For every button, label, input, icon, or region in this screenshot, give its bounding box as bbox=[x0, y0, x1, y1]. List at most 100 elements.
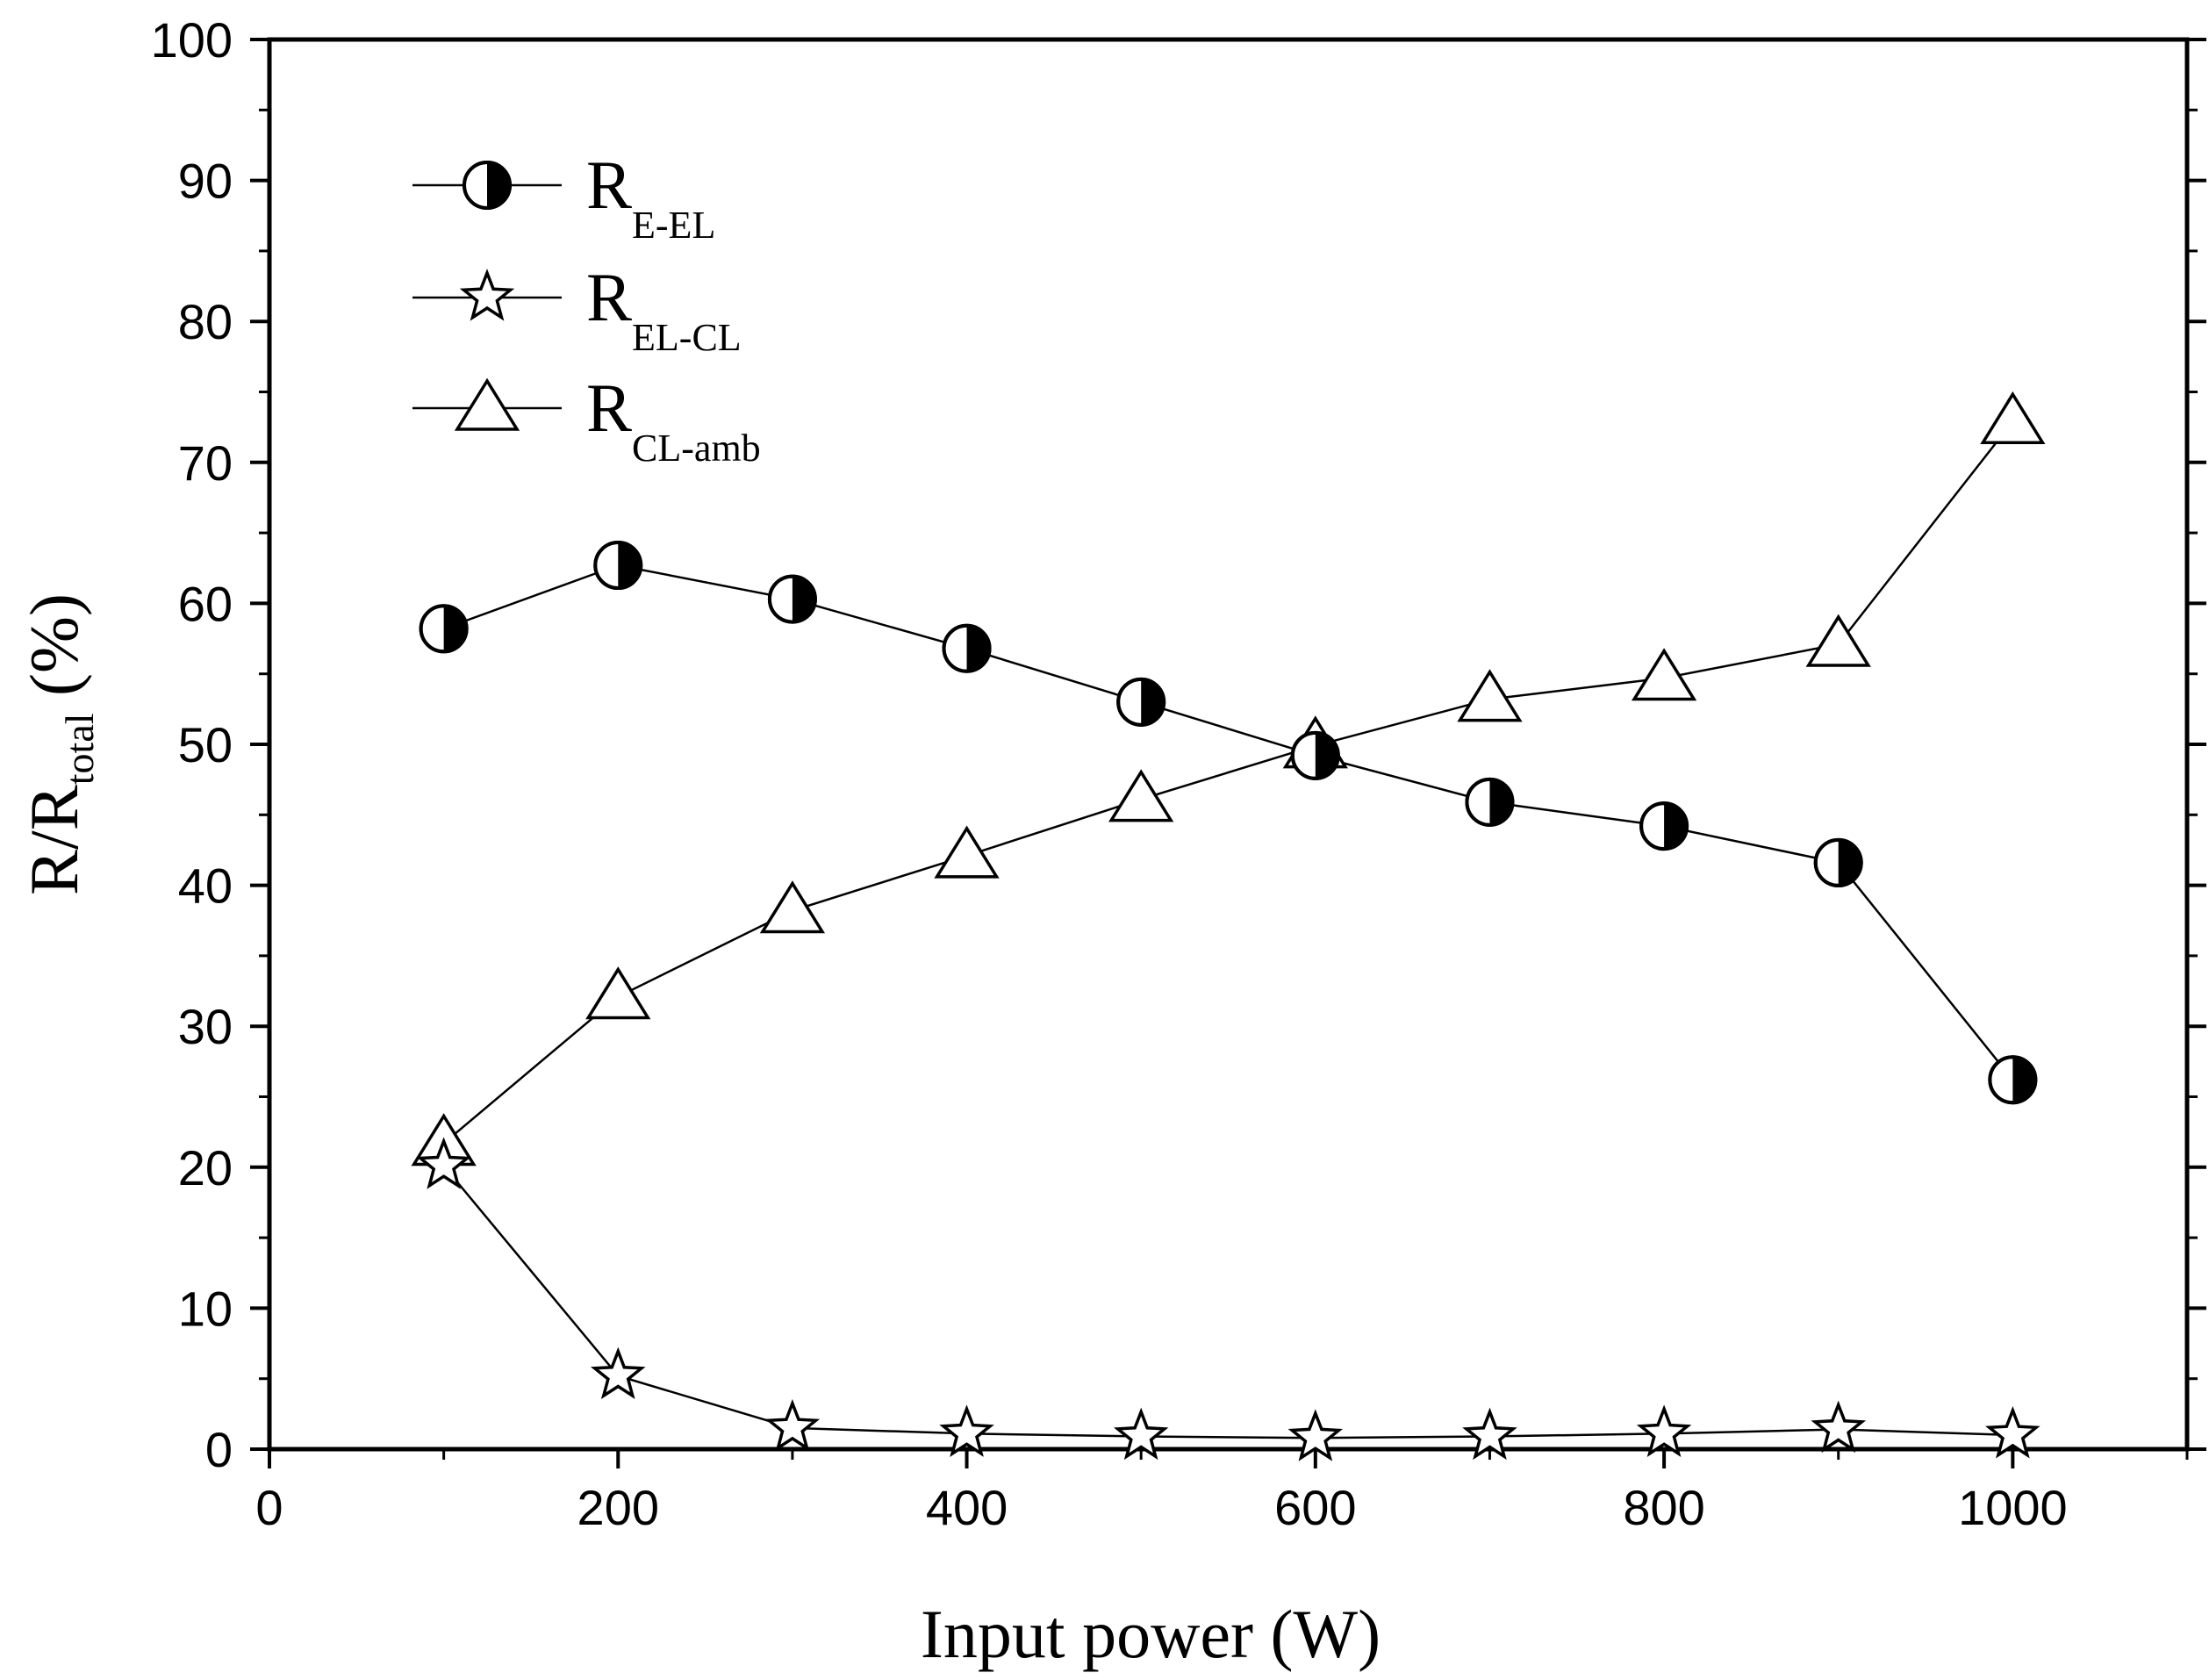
data-point-R_E-EL bbox=[1988, 1055, 2038, 1105]
marker-outline bbox=[1988, 1055, 2038, 1105]
marker-star bbox=[590, 1346, 646, 1400]
y-axis-title-subscript: total bbox=[57, 713, 102, 785]
x-tick-label: 800 bbox=[1623, 1480, 1704, 1535]
y-tick-label: 50 bbox=[178, 717, 233, 772]
data-point-R_EL-CL bbox=[764, 1399, 821, 1452]
marker-outline bbox=[1465, 777, 1515, 827]
marker-half-fill bbox=[1141, 678, 1165, 725]
marker-half-fill bbox=[792, 576, 815, 622]
data-point-R_CL-amb bbox=[1980, 391, 2046, 444]
plot-frame bbox=[267, 37, 2190, 1452]
marker-star bbox=[1114, 1407, 1169, 1461]
marker-half-fill bbox=[966, 625, 990, 671]
y-axis-title: R/Rtotal (%) bbox=[16, 593, 102, 895]
marker-outline bbox=[463, 161, 512, 210]
marker-triangle bbox=[934, 825, 1000, 879]
data-point-R_E-EL bbox=[1290, 730, 1340, 780]
data-point-R_E-EL bbox=[1813, 837, 1863, 887]
legend-label-R_EL-CL: REL-CL bbox=[586, 259, 742, 359]
legend-marker-R_E-EL bbox=[463, 161, 512, 210]
y-tick-label: 80 bbox=[178, 294, 233, 349]
data-point-R_E-EL bbox=[419, 604, 469, 654]
data-point-R_CL-amb bbox=[1631, 648, 1697, 701]
y-axis-title-suffix: (%) bbox=[16, 593, 92, 713]
y-tick-label: 100 bbox=[151, 12, 233, 68]
data-point-R_EL-CL bbox=[590, 1346, 646, 1400]
marker-outline bbox=[1813, 837, 1863, 887]
data-point-R_CL-amb bbox=[1457, 669, 1523, 722]
x-tick-label: 0 bbox=[255, 1480, 283, 1535]
y-tick-label: 40 bbox=[178, 858, 233, 914]
y-tick-label: 90 bbox=[178, 154, 233, 209]
legend-label-main: R bbox=[586, 147, 632, 223]
marker-star bbox=[939, 1404, 994, 1457]
data-point-R_EL-CL bbox=[1811, 1400, 1867, 1454]
data-point-R_EL-CL bbox=[416, 1137, 471, 1189]
series-line-R_CL-amb bbox=[442, 420, 2014, 1145]
data-point-R_EL-CL bbox=[939, 1404, 994, 1457]
data-point-R_E-EL bbox=[1465, 777, 1515, 827]
marker-half-fill bbox=[1315, 732, 1338, 779]
legend-label-sub: CL-amb bbox=[632, 427, 761, 470]
legend-label-R_E-EL: RE-EL bbox=[586, 147, 715, 247]
series-layer bbox=[411, 391, 2046, 1461]
marker-triangle bbox=[759, 880, 826, 934]
data-point-R_CL-amb bbox=[759, 880, 826, 934]
data-point-R_EL-CL bbox=[1462, 1407, 1517, 1461]
marker-outline bbox=[419, 604, 469, 654]
y-tick-label: 70 bbox=[178, 435, 233, 491]
marker-triangle bbox=[1631, 648, 1697, 701]
data-point-R_E-EL bbox=[593, 541, 643, 591]
data-point-R_E-EL bbox=[1639, 801, 1689, 851]
marker-star bbox=[1287, 1409, 1343, 1461]
y-axis-ticks: 0 10 20 30 40 50 60 70 80 90 100 bbox=[151, 12, 2206, 1477]
marker-triangle bbox=[1108, 769, 1174, 822]
data-point-R_E-EL bbox=[1116, 677, 1166, 727]
x-tick-label: 600 bbox=[1274, 1480, 1356, 1535]
data-point-R_EL-CL bbox=[1985, 1406, 2040, 1459]
x-tick-label: 1000 bbox=[1958, 1480, 2068, 1535]
marker-star bbox=[764, 1399, 821, 1452]
data-point-R_EL-CL bbox=[1636, 1404, 1692, 1457]
y-tick-label: 20 bbox=[178, 1140, 233, 1195]
legend-marker-R_EL-CL bbox=[459, 269, 515, 321]
series-line-R_EL-CL bbox=[442, 1165, 2013, 1439]
marker-outline bbox=[1290, 730, 1340, 780]
y-tick-label: 10 bbox=[178, 1281, 233, 1336]
legend-label-sub: E-EL bbox=[632, 204, 715, 247]
marker-outline bbox=[1116, 677, 1166, 727]
marker-outline bbox=[593, 541, 643, 591]
marker-triangle bbox=[1805, 614, 1871, 667]
marker-star bbox=[459, 269, 515, 321]
marker-star bbox=[416, 1137, 471, 1189]
marker-half-fill bbox=[618, 542, 642, 589]
data-point-R_EL-CL bbox=[1287, 1409, 1343, 1461]
marker-triangle bbox=[585, 966, 651, 1020]
series-line-R_E-EL bbox=[443, 564, 2014, 1081]
x-tick-label: 200 bbox=[577, 1480, 659, 1535]
data-point-R_CL-amb bbox=[1108, 769, 1174, 822]
data-point-R_CL-amb bbox=[585, 966, 651, 1020]
marker-star bbox=[1985, 1406, 2040, 1459]
data-point-R_CL-amb bbox=[1805, 614, 1871, 667]
x-tick-label: 400 bbox=[926, 1480, 1008, 1535]
x-axis-title: Input power (W) bbox=[921, 1596, 1381, 1672]
data-point-R_E-EL bbox=[942, 623, 992, 673]
legend-label-R_CL-amb: RCL-amb bbox=[586, 370, 761, 470]
marker-triangle bbox=[454, 377, 520, 431]
data-point-R_E-EL bbox=[767, 574, 817, 624]
marker-outline bbox=[767, 574, 817, 624]
marker-star bbox=[1636, 1404, 1692, 1457]
marker-half-fill bbox=[487, 162, 510, 208]
data-point-R_EL-CL bbox=[1114, 1407, 1169, 1461]
y-tick-label: 0 bbox=[205, 1422, 233, 1477]
legend-label-main: R bbox=[586, 370, 632, 446]
y-tick-label: 60 bbox=[178, 576, 233, 631]
x-axis-ticks: 0 200 400 600 800 1000 bbox=[255, 1449, 2189, 1535]
marker-triangle bbox=[1980, 391, 2046, 444]
marker-half-fill bbox=[1489, 779, 1513, 825]
marker-half-fill bbox=[443, 606, 467, 652]
y-tick-label: 30 bbox=[178, 999, 233, 1054]
legend-label-main: R bbox=[586, 259, 632, 335]
